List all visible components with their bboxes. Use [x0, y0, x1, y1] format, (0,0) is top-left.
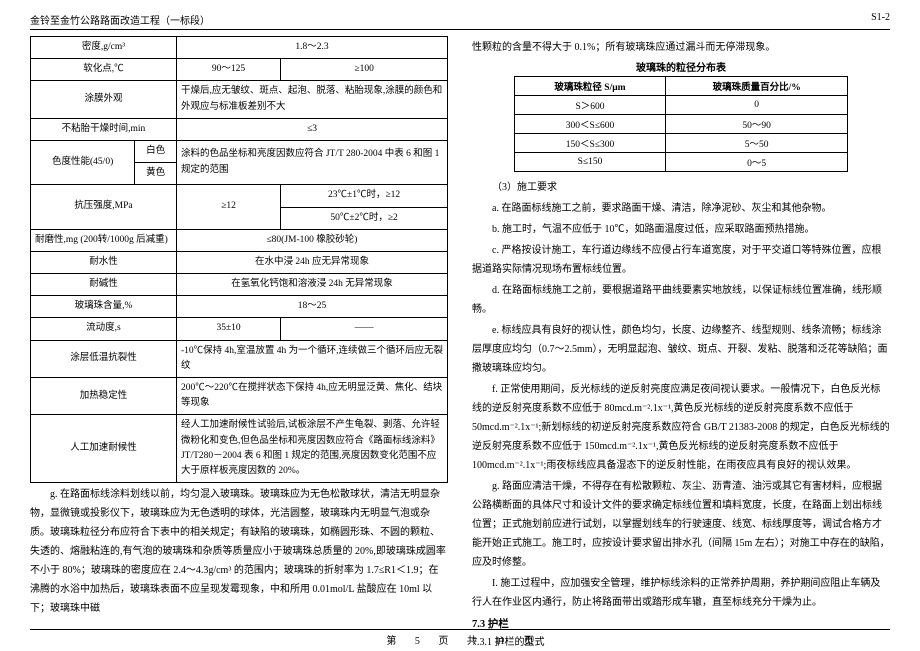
left-column: 密度,g/cm³ 1.8～2.3 软化点,℃ 90～125 ≥100 涂膜外观 …: [30, 36, 448, 650]
cell: 玻璃珠含量,%: [31, 296, 177, 318]
table-row: S≤150 0～5: [514, 153, 847, 172]
cell: 90～125: [176, 59, 280, 81]
cell: 50℃±2℃时，≥2: [281, 207, 448, 229]
table-row: 150＜S≤300 5～50: [514, 134, 847, 153]
table-row: 涂层低温抗裂性 -10℃保持 4h,室温放置 4h 为一个循环,连续做三个循环后…: [31, 340, 448, 377]
cell: 1.8～2.3: [176, 37, 447, 59]
table-row: 人工加速耐候性 经人工加速耐候性试验后,试板涂层不产生龟裂、剥落、允许轻微粉化和…: [31, 415, 448, 483]
footer-e: 11: [495, 636, 505, 647]
cell: 50～90: [666, 115, 848, 134]
cell: 耐磨性,mg (200转/1000g 后减重): [31, 229, 177, 251]
table-row: 耐磨性,mg (200转/1000g 后减重) ≤80(JM-100 橡胶砂轮): [31, 229, 448, 251]
req-f: f. 正常使用期间，反光标线的逆反射亮度应满足夜间视认要求。一般情况下，白色反光…: [472, 380, 890, 475]
left-paragraph-g: g. 在路面标线涂料划线以前，均匀混入玻璃珠。玻璃珠应为无色松散球状，清洁无明显…: [30, 485, 448, 618]
cell: 涂层低温抗裂性: [31, 340, 177, 377]
req-e: e. 标线应具有良好的视认性，颜色均匀，长度、边缘整齐、线型规则、线条流畅；标线…: [472, 321, 890, 378]
cell: ≥100: [281, 59, 448, 81]
cell: 在水中浸 24h 应无异常现象: [176, 251, 447, 273]
cell: 涂料的色品坐标和亮度因数应符合 JT/T 280-2004 中表 6 和图 1 …: [176, 140, 447, 184]
cell: 150＜S≤300: [514, 134, 665, 153]
cell: 黄色: [135, 163, 177, 185]
table-row: 抗压强度,MPa ≥12 23℃±1℃时，≥12: [31, 185, 448, 207]
two-columns: 密度,g/cm³ 1.8～2.3 软化点,℃ 90～125 ≥100 涂膜外观 …: [30, 36, 890, 650]
footer-c: 页: [438, 636, 448, 647]
cell: ——: [281, 318, 448, 340]
dist-table-title: 玻璃珠的粒径分布表: [472, 59, 890, 74]
cell: 200℃～220℃在搅拌状态下保持 4h,应无明显泛黄、焦化、结块等现象: [176, 378, 447, 415]
cell: 0: [666, 96, 848, 115]
cell: 干燥后,应无皱纹、斑点、起泡、脱落、粘胎现象,涂膜的颜色和外观应与标准板差别不大: [176, 81, 447, 118]
cell: 抗压强度,MPa: [31, 185, 177, 229]
spec-table: 密度,g/cm³ 1.8～2.3 软化点,℃ 90～125 ≥100 涂膜外观 …: [30, 36, 448, 483]
cell: 0～5: [666, 153, 848, 172]
page: 金铃至金竹公路路面改造工程（一标段） S1-2 密度,g/cm³ 1.8～2.3…: [0, 0, 920, 628]
right-top-line: 性颗粒的含量不得大于 0.1%；所有玻璃珠应通过漏斗而无停滞现象。: [472, 38, 890, 57]
req-c: c. 严格按设计施工，车行道边缘线不应侵占行车道宽度，对于平交道口等特殊位置，应…: [472, 241, 890, 279]
header-right: S1-2: [871, 12, 890, 27]
footer-b: 5: [415, 636, 420, 647]
cell: 加热稳定性: [31, 378, 177, 415]
table-row: S＞600 0: [514, 96, 847, 115]
cell: ≤80(JM-100 橡胶砂轮): [176, 229, 447, 251]
table-row: 软化点,℃ 90～125 ≥100: [31, 59, 448, 81]
cell: 软化点,℃: [31, 59, 177, 81]
right-column: 性颗粒的含量不得大于 0.1%；所有玻璃珠应通过漏斗而无停滞现象。 玻璃珠的粒径…: [472, 36, 890, 650]
cell: 不粘胎干燥时间,min: [31, 118, 177, 140]
page-footer: 第 5 页 共 11 页: [30, 629, 890, 647]
cell: 人工加速耐候性: [31, 415, 177, 483]
req-g: g. 路面应清洁干燥，不得存在有松散颗粒、灰尘、沥青渣、油污或其它有害材料，应根…: [472, 477, 890, 572]
table-row: 300＜S≤600 50～90: [514, 115, 847, 134]
cell: 5～50: [666, 134, 848, 153]
table-row: 色度性能(45/0) 白色 涂料的色品坐标和亮度因数应符合 JT/T 280-2…: [31, 140, 448, 162]
cell: 流动度,s: [31, 318, 177, 340]
cell: 耐碱性: [31, 274, 177, 296]
distribution-table: 玻璃珠粒径 S/μm 玻璃珠质量百分比/% S＞600 0 300＜S≤600 …: [514, 76, 848, 172]
cell: 玻璃珠粒径 S/μm: [514, 77, 665, 96]
cell: 经人工加速耐候性试验后,试板涂层不产生龟裂、剥落、允许轻微粉化和变色,但色品坐标…: [176, 415, 447, 483]
page-header: 金铃至金竹公路路面改造工程（一标段） S1-2: [30, 12, 890, 30]
cell: 密度,g/cm³: [31, 37, 177, 59]
cell: 18～25: [176, 296, 447, 318]
req-d: d. 在路面标线施工之前，要根据道路平曲线要素实地放线，以保证标线位置准确，线形…: [472, 281, 890, 319]
header-left: 金铃至金竹公路路面改造工程（一标段）: [30, 12, 210, 27]
cell: 玻璃珠质量百分比/%: [666, 77, 848, 96]
table-row: 涂膜外观 干燥后,应无皱纹、斑点、起泡、脱落、粘胎现象,涂膜的颜色和外观应与标准…: [31, 81, 448, 118]
table-row: 耐水性 在水中浸 24h 应无异常现象: [31, 251, 448, 273]
req-b: b. 施工时，气温不应低于 10℃，如路面温度过低，应采取路面预热措施。: [472, 220, 890, 239]
req-a: a. 在路面标线施工之前，要求路面干燥、清洁，除净泥砂、灰尘和其他杂物。: [472, 199, 890, 218]
cell: 23℃±1℃时，≥12: [281, 185, 448, 207]
footer-a: 第: [386, 636, 396, 647]
table-row: 耐碱性 在氢氧化钙饱和溶液浸 24h 无异常现象: [31, 274, 448, 296]
cell: ≤3: [176, 118, 447, 140]
table-row: 玻璃珠含量,% 18～25: [31, 296, 448, 318]
cell: 耐水性: [31, 251, 177, 273]
table-row: 加热稳定性 200℃～220℃在搅拌状态下保持 4h,应无明显泛黄、焦化、结块等…: [31, 378, 448, 415]
cell: -10℃保持 4h,室温放置 4h 为一个循环,连续做三个循环后应无裂纹: [176, 340, 447, 377]
table-row: 流动度,s 35±10 ——: [31, 318, 448, 340]
cell: 色度性能(45/0): [31, 140, 135, 184]
cell: 在氢氧化钙饱和溶液浸 24h 无异常现象: [176, 274, 447, 296]
cell: 白色: [135, 140, 177, 162]
requirements-title: （3）施工要求: [472, 178, 890, 197]
cell: 35±10: [176, 318, 280, 340]
req-i: I. 施工过程中，应加强安全管理，维护标线涂料的正常养护周期，养护期间应阻止车辆…: [472, 574, 890, 612]
table-row: 密度,g/cm³ 1.8～2.3: [31, 37, 448, 59]
footer-d: 共: [467, 636, 477, 647]
cell: 300＜S≤600: [514, 115, 665, 134]
cell: S≤150: [514, 153, 665, 172]
footer-f: 页: [524, 636, 534, 647]
table-row: 玻璃珠粒径 S/μm 玻璃珠质量百分比/%: [514, 77, 847, 96]
table-row: 不粘胎干燥时间,min ≤3: [31, 118, 448, 140]
cell: 涂膜外观: [31, 81, 177, 118]
cell: ≥12: [176, 185, 280, 229]
cell: S＞600: [514, 96, 665, 115]
